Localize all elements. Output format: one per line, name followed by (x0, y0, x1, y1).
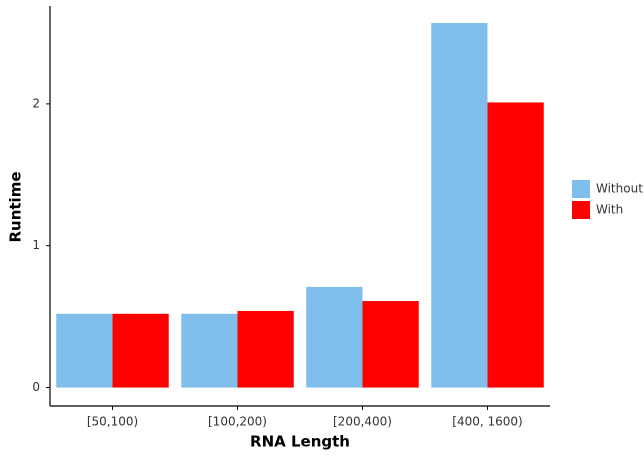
y-tick-label: 1 (32, 238, 40, 252)
legend-swatch (572, 180, 590, 198)
bar (181, 313, 238, 388)
x-tick-label: [400, 1600) (452, 415, 522, 429)
bar (431, 23, 488, 388)
bar (237, 310, 294, 388)
bar (56, 313, 113, 388)
bar (362, 301, 419, 388)
bar (306, 286, 363, 388)
bar (112, 313, 169, 388)
y-axis-title: Runtime (7, 171, 25, 242)
bar (487, 102, 544, 388)
x-tick-label: [50,100) (87, 415, 138, 429)
x-tick-label: [200,400) (333, 415, 392, 429)
legend-swatch (572, 201, 590, 219)
x-axis-title: RNA Length (250, 433, 350, 451)
legend-label: Without (596, 182, 643, 196)
y-tick-label: 2 (32, 96, 40, 110)
legend-label: With (596, 203, 623, 217)
x-tick-label: [100,200) (208, 415, 267, 429)
y-tick-label: 0 (32, 380, 40, 394)
